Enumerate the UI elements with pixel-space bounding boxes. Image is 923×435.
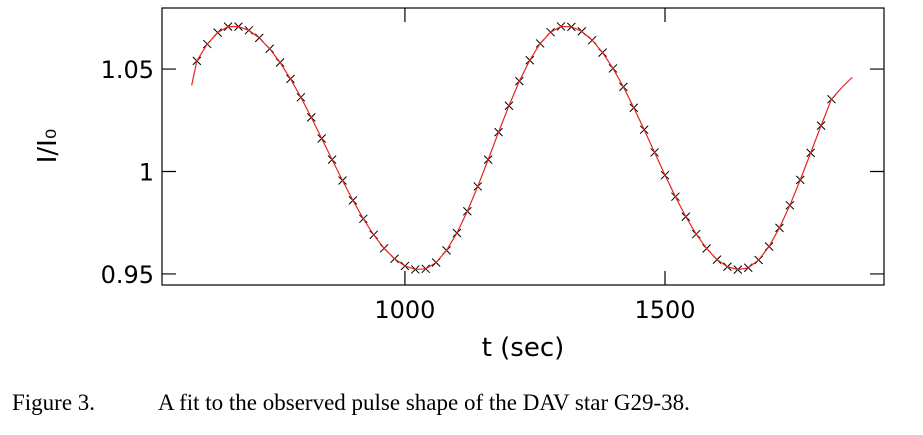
fit-line bbox=[191, 25, 853, 271]
caption-text: A fit to the observed pulse shape of the… bbox=[158, 390, 690, 415]
y-axis-label: I/I₀ bbox=[33, 129, 63, 164]
y-tick-label: 0.95 bbox=[101, 261, 154, 289]
y-tick-label: 1 bbox=[139, 158, 154, 186]
x-tick-label: 1000 bbox=[374, 296, 435, 324]
plot-frame bbox=[161, 7, 885, 286]
x-axis-label: t (sec) bbox=[482, 333, 565, 363]
y-tick-label: 1.05 bbox=[101, 56, 154, 84]
x-tick-label: 1500 bbox=[634, 296, 695, 324]
caption-label: Figure 3. bbox=[12, 390, 95, 415]
